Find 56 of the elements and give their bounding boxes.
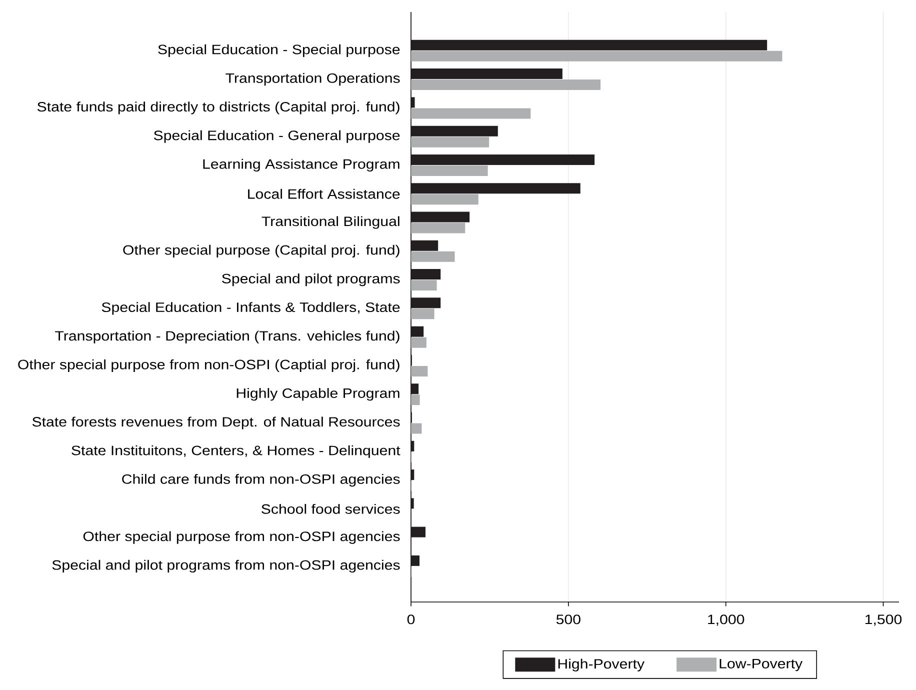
bar — [411, 337, 426, 348]
bar — [411, 440, 414, 452]
y-tick-label: Child care funds from non-OSPI agencies — [122, 474, 400, 487]
bar — [411, 555, 420, 566]
x-tick-label: 1,500 — [865, 614, 902, 626]
bar — [411, 498, 414, 509]
bar — [411, 136, 490, 148]
y-tick-label: State forests revenues from Dept. of Natual Resources — [32, 416, 400, 430]
bar — [411, 40, 768, 50]
bar — [411, 50, 782, 62]
bar — [411, 240, 438, 251]
bar — [411, 366, 428, 376]
bar — [411, 108, 531, 119]
bar — [411, 212, 470, 222]
bar — [411, 423, 422, 434]
bar — [411, 222, 466, 234]
y-tick-label: Special and pilot programs from non-OSPI agencies — [52, 560, 400, 572]
bar — [411, 526, 426, 538]
legend-label: High-Poverty — [558, 658, 645, 672]
y-tick-label: School food services — [262, 504, 400, 514]
bar — [411, 298, 441, 308]
bar — [411, 269, 441, 280]
x-tick-label: 1,000 — [708, 614, 744, 626]
y-tick-label: Other special purpose from non-OSPI (Captial proj. fund) — [18, 359, 400, 372]
bar — [411, 80, 601, 90]
y-tick-label: Transportation Operations — [226, 73, 400, 86]
y-tick-label: Other special purpose from non-OSPI agencies — [83, 531, 400, 544]
bar — [411, 394, 420, 406]
y-tick-label: State funds paid directly to districts (Capital proj. fund) — [37, 102, 400, 114]
x-tick-label: 0 — [407, 614, 415, 624]
bar — [411, 97, 415, 108]
y-tick-label: Other special purpose (Capital proj. fund) — [123, 244, 400, 258]
bar — [411, 384, 419, 394]
y-tick-label: Special Education - Special purpose — [158, 44, 400, 57]
y-tick-label: Transportation - Depreciation (Trans. vehicles fund) — [55, 330, 400, 344]
legend-label: Low-Poverty — [720, 659, 803, 672]
bar — [411, 326, 424, 337]
bar — [411, 68, 562, 80]
bar — [411, 251, 455, 262]
y-tick-label: Highly Capable Program — [236, 388, 400, 401]
y-tick-label: Learning Assistance Program — [203, 158, 400, 172]
bar — [411, 154, 595, 165]
y-tick-label: Local Effort Assistance — [248, 188, 400, 199]
bar — [411, 165, 488, 176]
bar — [411, 194, 478, 205]
x-tick-label: 500 — [556, 614, 580, 624]
bar — [411, 308, 434, 320]
y-tick-label: Special Education - Infants & Toddlers, State — [102, 302, 400, 315]
bar — [411, 126, 498, 136]
bar — [411, 280, 437, 291]
bar — [411, 470, 414, 480]
y-tick-label: Special and pilot programs — [222, 273, 400, 286]
y-tick-label: State Instituitons, Centers, & Homes - Delinquent — [72, 445, 400, 458]
bar — [411, 183, 580, 194]
y-tick-label: Special Education - General purpose — [154, 130, 400, 143]
y-tick-label: Transitional Bilingual — [262, 216, 400, 229]
